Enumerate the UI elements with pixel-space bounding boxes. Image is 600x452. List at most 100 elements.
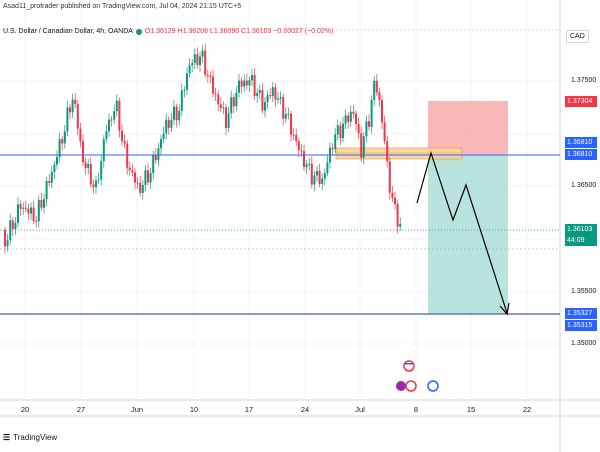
candle-body bbox=[183, 89, 186, 91]
candle-body bbox=[50, 171, 53, 183]
candle-body bbox=[157, 148, 160, 161]
candle-body bbox=[188, 65, 191, 74]
symbol-legend[interactable]: U.S. Dollar / Canadian Dollar, 4h, OANDA… bbox=[3, 28, 333, 35]
candle-body bbox=[399, 223, 402, 227]
candle-body bbox=[175, 106, 178, 121]
candle-body bbox=[193, 54, 196, 64]
candle-body bbox=[339, 125, 342, 139]
candle-body bbox=[318, 170, 321, 185]
candle-body bbox=[6, 240, 9, 247]
candle-body bbox=[271, 87, 274, 97]
candle-body bbox=[287, 113, 290, 115]
candle-body bbox=[154, 155, 157, 161]
candle-body bbox=[378, 92, 381, 101]
us-flag-icon bbox=[403, 360, 415, 372]
candle-body bbox=[375, 80, 378, 93]
candle-body bbox=[209, 76, 212, 78]
candle-body bbox=[292, 134, 295, 136]
candle-body bbox=[66, 107, 69, 132]
candle-body bbox=[240, 80, 243, 87]
target-price-label: 1.35315 bbox=[565, 320, 597, 331]
candle-body bbox=[162, 133, 165, 140]
candle-body bbox=[14, 222, 17, 230]
candle-body bbox=[336, 125, 339, 135]
tv-logo-icon: ☰ bbox=[3, 433, 11, 442]
candle-body bbox=[326, 162, 329, 174]
candle-body bbox=[105, 131, 108, 140]
candle-body bbox=[118, 100, 121, 131]
time-tick: 17 bbox=[244, 405, 254, 414]
candle-body bbox=[245, 80, 248, 86]
candle-body bbox=[141, 185, 144, 193]
time-tick: 8 bbox=[413, 405, 419, 414]
market-status-icon bbox=[135, 28, 142, 35]
candle-body bbox=[297, 141, 300, 151]
candle-body bbox=[9, 220, 12, 241]
candle-body bbox=[284, 114, 287, 119]
price-tick: 1.35500 bbox=[571, 288, 597, 295]
candle-body bbox=[22, 207, 25, 209]
economic-events bbox=[396, 360, 439, 392]
candle-body bbox=[100, 161, 103, 180]
candle-body bbox=[391, 192, 394, 198]
candle-body bbox=[357, 124, 360, 134]
candle-body bbox=[381, 100, 383, 123]
candle-body bbox=[27, 208, 30, 214]
entry-price-label: 1.36810 bbox=[565, 137, 597, 148]
brand-name: TradingView bbox=[13, 433, 58, 442]
price-tick: 1.35000 bbox=[571, 340, 597, 347]
candle-body bbox=[178, 110, 181, 121]
candle-body bbox=[238, 80, 240, 93]
candle-body bbox=[342, 123, 344, 139]
candle-body bbox=[35, 220, 38, 222]
candle-body bbox=[152, 155, 155, 174]
candle-body bbox=[144, 170, 147, 186]
candle-body bbox=[212, 76, 214, 94]
candle-body bbox=[196, 54, 199, 66]
candle-body bbox=[58, 139, 61, 158]
candle-body bbox=[170, 119, 173, 128]
candle-body bbox=[79, 128, 82, 142]
candle-body bbox=[40, 200, 43, 208]
candle-body bbox=[235, 92, 238, 107]
candle-body bbox=[279, 97, 282, 99]
candle-body bbox=[32, 207, 35, 221]
candle-body bbox=[248, 80, 251, 86]
candle-body bbox=[53, 164, 56, 172]
candle-body bbox=[370, 99, 373, 127]
bar-countdown-label: 44:09 bbox=[565, 235, 597, 246]
candle-body bbox=[316, 170, 318, 176]
earnings-icon bbox=[396, 381, 406, 391]
candle-body bbox=[30, 207, 32, 214]
tradingview-logo[interactable]: ☰ TradingView bbox=[3, 433, 57, 442]
candle-body bbox=[274, 87, 277, 100]
stop-price-label: 1.37304 bbox=[565, 96, 597, 107]
candle-body bbox=[303, 151, 305, 167]
candle-body bbox=[305, 164, 308, 167]
candle-body bbox=[365, 121, 368, 137]
candle-body bbox=[17, 204, 19, 223]
currency-button[interactable]: CAD bbox=[566, 30, 589, 43]
candle-body bbox=[214, 93, 217, 95]
candle-body bbox=[269, 95, 272, 97]
time-tick: 10 bbox=[189, 405, 199, 414]
candle-body bbox=[160, 139, 162, 149]
candle-body bbox=[4, 230, 6, 247]
time-tick: 22 bbox=[522, 405, 532, 414]
candle-body bbox=[74, 99, 77, 104]
candle-body bbox=[69, 107, 71, 113]
candle-body bbox=[308, 163, 311, 165]
current-price-label: 1.36103 bbox=[565, 224, 597, 235]
candle-body bbox=[167, 119, 170, 128]
time-tick: Jun bbox=[130, 405, 144, 414]
candle-body bbox=[360, 133, 363, 158]
candle-body bbox=[126, 143, 129, 168]
candle-body bbox=[24, 207, 27, 209]
candle-body bbox=[347, 115, 350, 122]
candle-body bbox=[266, 95, 269, 103]
candle-body bbox=[180, 90, 183, 111]
publish-info: Asad11_protrader published on TradingVie… bbox=[3, 3, 242, 10]
price-tick: 1.36500 bbox=[571, 182, 597, 189]
candle-body bbox=[123, 140, 126, 144]
